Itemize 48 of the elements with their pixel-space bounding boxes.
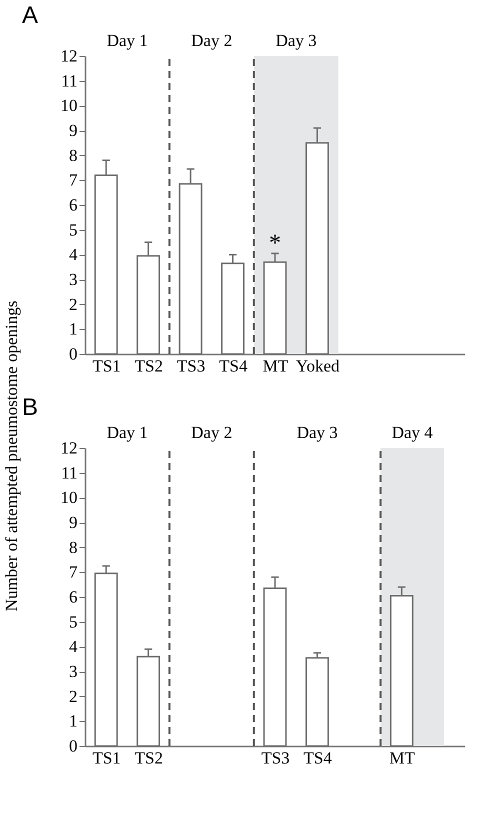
text: Day 2 bbox=[191, 423, 232, 442]
x-tick-label: TS1 bbox=[92, 748, 121, 768]
y-tick-label: 5 bbox=[69, 220, 78, 240]
x-tick-label: TS4 bbox=[304, 748, 332, 768]
y-tick-label: 6 bbox=[69, 588, 78, 606]
y-tick-label: 3 bbox=[69, 662, 78, 681]
x-tick-label: MT bbox=[389, 748, 416, 768]
y-tick-label: 8 bbox=[69, 538, 78, 557]
y-axis-title: Number of attempted pneumostome openings bbox=[2, 300, 21, 612]
x-tick-label: MT bbox=[262, 356, 289, 376]
y-tick-label: 12 bbox=[60, 46, 78, 66]
y-tick-label: 0 bbox=[69, 736, 78, 756]
y-tick-label: 1 bbox=[69, 320, 78, 339]
y-tick-label: 2 bbox=[69, 686, 78, 706]
text: Day 3 bbox=[276, 31, 317, 50]
y-tick-label: 10 bbox=[60, 488, 78, 508]
x-tick-label: TS1 bbox=[92, 356, 121, 376]
y-tick-label: 11 bbox=[61, 463, 78, 482]
x-tick-label: TS3 bbox=[261, 748, 290, 768]
x-tick-label: TS4 bbox=[219, 356, 248, 376]
y-tick-label: 0 bbox=[69, 344, 78, 364]
y-tick-label: 6 bbox=[69, 196, 78, 214]
y-tick-label: 1 bbox=[69, 712, 78, 731]
y-tick-label: 9 bbox=[69, 513, 78, 532]
text: Day 1 bbox=[106, 31, 148, 50]
y-tick-label: 4 bbox=[69, 637, 78, 656]
y-tick-label: 5 bbox=[69, 612, 78, 632]
x-tick-label: TS2 bbox=[134, 748, 164, 768]
x-tick-label: Yoked bbox=[296, 356, 340, 376]
text: Day 2 bbox=[191, 31, 232, 50]
chart-title: A bbox=[22, 2, 38, 29]
text: Day 1 bbox=[106, 423, 148, 442]
y-tick-label: 10 bbox=[60, 96, 78, 116]
y-tick-label: 8 bbox=[69, 146, 78, 165]
data-label: * bbox=[269, 230, 281, 256]
y-tick-label: 2 bbox=[69, 294, 78, 314]
y-tick-label: 3 bbox=[69, 270, 78, 289]
x-tick-label: TS2 bbox=[134, 356, 164, 376]
y-tick-label: 4 bbox=[69, 245, 78, 264]
y-tick-label: 7 bbox=[69, 562, 78, 582]
x-tick-label: TS3 bbox=[176, 356, 206, 376]
y-tick-label: 11 bbox=[61, 71, 78, 90]
y-tick-label: 7 bbox=[69, 170, 78, 190]
chart-title: B bbox=[22, 394, 38, 421]
text: Day 4 bbox=[392, 423, 434, 442]
y-tick-label: 12 bbox=[60, 438, 78, 458]
y-tick-label: 9 bbox=[69, 121, 78, 140]
text: Day 3 bbox=[296, 423, 338, 442]
